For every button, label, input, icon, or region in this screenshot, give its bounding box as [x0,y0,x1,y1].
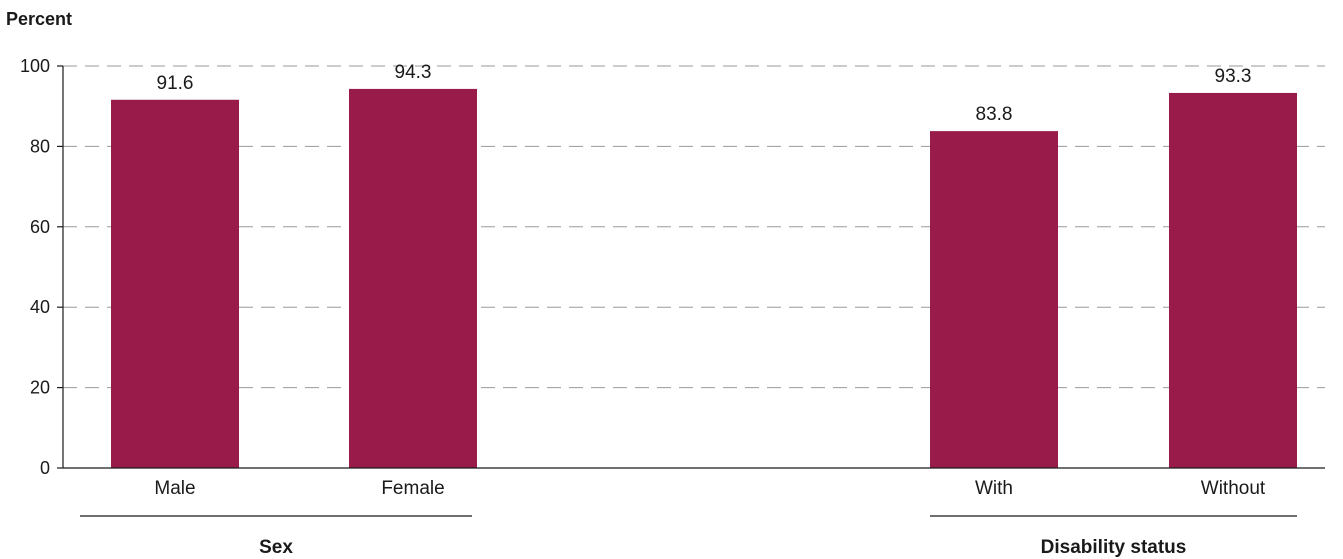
category-label: Male [154,478,195,499]
bar [930,131,1058,468]
group-label: Disability status [1041,537,1187,558]
bar [349,88,477,468]
bar [1169,92,1297,469]
value-label: 94.3 [395,62,432,83]
category-label: With [975,478,1013,499]
y-tick-label: 20 [30,378,50,398]
y-tick-label: 100 [20,56,50,76]
gridlines [63,65,1325,389]
group-label: Sex [259,537,293,558]
y-tick-label: 80 [30,136,50,156]
category-labels: Male Female With Without [154,478,1266,499]
y-tick-label: 0 [40,458,50,478]
category-label: Female [381,478,444,499]
y-axis-ticks: 0 20 40 60 80 100 [20,56,63,478]
value-label: 83.8 [976,104,1013,125]
value-label: 93.3 [1215,66,1252,87]
value-label: 91.6 [157,73,194,94]
bars [111,88,1297,469]
category-label: Without [1201,478,1266,499]
y-tick-label: 60 [30,217,50,237]
bar [111,99,239,468]
y-tick-label: 40 [30,297,50,317]
value-labels: 91.6 94.3 83.8 93.3 [157,62,1252,125]
group-labels: Sex Disability status [80,515,1297,558]
y-axis-label: Percent [6,9,72,29]
